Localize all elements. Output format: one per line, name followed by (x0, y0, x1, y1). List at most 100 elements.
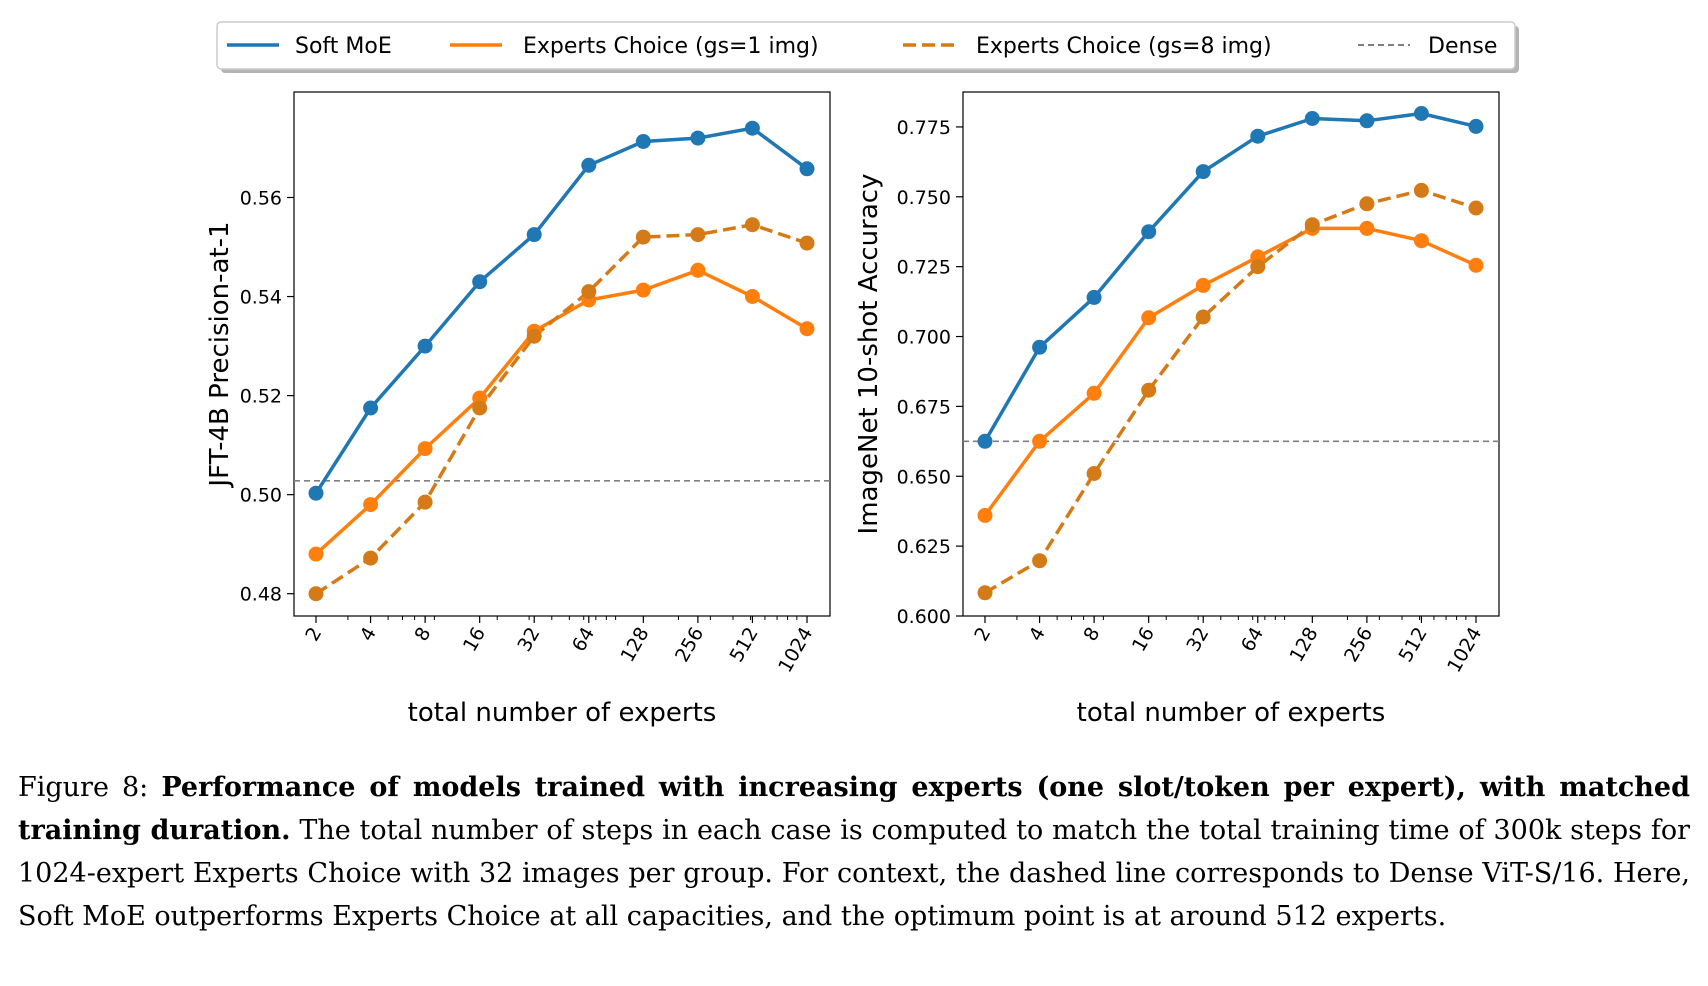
legend-label-soft-moe: Soft MoE (295, 34, 392, 59)
y-ticks: 0.600 0.625 0.650 0.675 0.700 0.725 0.750 0.775 (897, 117, 963, 628)
x-axis-label: total number of experts (1077, 698, 1386, 728)
data-point-ec-gs8 (799, 235, 815, 251)
data-point-soft-moe (1359, 113, 1375, 129)
caption-label: Figure 8: (18, 772, 149, 803)
x-tick-label: 1024 (774, 624, 817, 677)
data-point-ec-gs1 (308, 546, 324, 562)
data-point-ec-gs1 (690, 262, 706, 278)
series-line-ec-gs8 (315, 222, 808, 596)
caption-text: The total number of steps in each case i… (18, 815, 1690, 932)
data-point-ec-gs1 (799, 321, 815, 337)
data-point-ec-gs1 (1468, 257, 1484, 273)
series-line-soft-moe (314, 126, 809, 495)
data-point-ec-gs1 (363, 497, 379, 513)
y-tick-label: 0.600 (897, 606, 951, 628)
data-point-soft-moe (1032, 339, 1048, 355)
data-point-ec-gs8 (1195, 309, 1211, 325)
y-axis-label: ImageNet 10-shot Accuracy (854, 174, 884, 535)
x-tick-label: 1024 (1443, 624, 1486, 677)
data-point-soft-moe (417, 338, 433, 354)
data-point-ec-gs1 (1032, 433, 1048, 449)
legend-label-ec-gs8: Experts Choice (gs=8 img) (976, 34, 1272, 59)
x-ticks: 2 4 8 16 32 64 128 256 512 1024 (301, 616, 817, 676)
data-point-ec-gs1 (417, 441, 433, 457)
x-tick-label: 256 (671, 624, 708, 666)
y-tick-label: 0.650 (897, 466, 951, 488)
data-point-soft-moe (308, 485, 324, 501)
data-point-ec-gs8 (977, 585, 993, 601)
y-tick-label: 0.48 (240, 584, 282, 606)
chart-imagenet-accuracy: ImageNet 10-shot Accuracy total number o… (854, 91, 1500, 728)
data-point-ec-gs1 (635, 282, 651, 298)
data-point-ec-gs8 (1032, 553, 1048, 569)
y-tick-label: 0.54 (240, 287, 282, 309)
x-tick-label: 4 (356, 624, 381, 645)
x-tick-label: 128 (1285, 624, 1322, 666)
data-point-ec-gs8 (690, 227, 706, 243)
series-layer (294, 120, 830, 602)
data-point-ec-gs8 (1359, 196, 1375, 212)
figure-canvas: Soft MoE Experts Choice (gs=1 img) Exper… (205, 21, 1519, 728)
x-axis-label: total number of experts (408, 698, 717, 728)
y-tick-label: 0.700 (897, 327, 951, 349)
figure-caption: Figure 8: Performance of models trained … (18, 766, 1690, 938)
data-point-ec-gs8 (744, 217, 760, 233)
data-point-soft-moe (1141, 224, 1157, 240)
data-point-soft-moe (635, 134, 651, 149)
caption-bold: Performance of models trained with incre… (18, 772, 1690, 846)
data-point-ec-gs1 (1086, 385, 1102, 401)
data-point-soft-moe (581, 157, 597, 173)
data-point-ec-gs8 (472, 400, 488, 416)
series-layer (963, 106, 1499, 601)
series-line-soft-moe (983, 111, 1477, 443)
y-tick-label: 0.625 (897, 536, 951, 558)
data-point-ec-gs1 (977, 507, 993, 523)
x-tick-label: 32 (513, 624, 544, 656)
legend-box (216, 21, 1516, 70)
y-axis-label: JFT-4B Precision-at-1 (205, 221, 235, 488)
plot-frame (293, 91, 831, 617)
data-point-soft-moe (526, 227, 542, 243)
data-point-ec-gs8 (635, 229, 651, 245)
x-tick-label: 4 (1025, 624, 1050, 645)
data-point-ec-gs8 (1304, 217, 1320, 233)
series-line-ec-gs1 (314, 268, 808, 556)
x-tick-label: 128 (616, 624, 653, 666)
y-tick-label: 0.775 (897, 117, 951, 139)
legend-label-ec-gs1: Experts Choice (gs=1 img) (523, 34, 819, 59)
data-point-ec-gs1 (1359, 220, 1375, 236)
plot-frame (962, 91, 1500, 617)
data-point-ec-gs8 (363, 550, 379, 566)
data-point-soft-moe (1413, 106, 1429, 121)
chart-jft-precision: JFT-4B Precision-at-1 total number of ex… (205, 91, 831, 728)
data-point-ec-gs8 (526, 328, 542, 344)
y-tick-label: 0.675 (897, 396, 951, 418)
data-point-soft-moe (472, 274, 488, 290)
x-tick-label: 8 (410, 624, 435, 645)
data-point-soft-moe (744, 120, 760, 136)
data-point-ec-gs1 (1141, 310, 1157, 326)
x-tick-label: 8 (1079, 624, 1104, 645)
y-tick-label: 0.50 (240, 485, 282, 507)
x-tick-label: 2 (301, 624, 326, 645)
data-point-ec-gs8 (1413, 182, 1429, 198)
x-tick-label: 64 (568, 624, 599, 656)
data-point-soft-moe (1195, 164, 1211, 180)
y-tick-label: 0.725 (897, 257, 951, 279)
data-point-soft-moe (799, 161, 815, 177)
x-tick-label: 16 (459, 624, 490, 656)
y-tick-label: 0.56 (240, 187, 282, 209)
data-point-soft-moe (977, 433, 993, 449)
data-point-ec-gs1 (744, 289, 760, 304)
y-tick-label: 0.52 (240, 386, 282, 408)
data-point-soft-moe (1086, 289, 1102, 305)
y-tick-label: 0.750 (897, 187, 951, 209)
data-point-ec-gs8 (1086, 466, 1102, 481)
data-point-ec-gs8 (581, 284, 597, 300)
data-point-ec-gs8 (417, 494, 433, 510)
x-tick-label: 256 (1340, 624, 1377, 666)
y-ticks: 0.48 0.50 0.52 0.54 0.56 (240, 187, 294, 606)
x-ticks: 2 4 8 16 32 64 128 256 512 1024 (970, 616, 1486, 676)
x-tick-label: 512 (1395, 624, 1432, 666)
series-line-ec-gs8 (984, 188, 1477, 595)
